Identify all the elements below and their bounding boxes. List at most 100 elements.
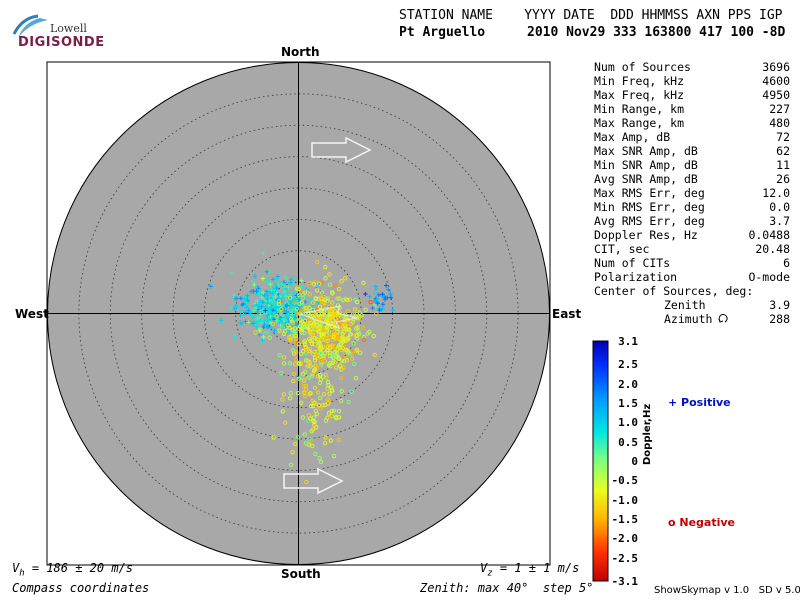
stat-value: 3696 [762,60,790,74]
velocity-arrow-south-icon [283,467,344,495]
positive-source-mark [257,328,262,333]
negative-source-mark [309,373,315,378]
vz-prefix: V [480,561,488,575]
negative-source-mark [277,328,282,333]
negative-source-mark [333,415,339,420]
negative-source-mark [315,390,321,395]
positive-source-mark [383,283,389,288]
negative-source-mark [309,403,314,409]
vz-sub: z [487,568,493,579]
negative-source-mark [322,302,327,307]
negative-source-mark [326,411,332,416]
stat-label: Min RMS Err, deg [594,200,705,214]
negative-source-mark [308,331,314,336]
stat-value: 4950 [762,88,790,102]
negative-source-mark [337,296,342,301]
positive-source-mark [279,311,284,316]
negative-source-mark [323,264,328,270]
negative-source-mark [332,343,337,349]
positive-source-mark [257,332,262,338]
negative-source-mark [335,336,340,341]
positive-source-mark [265,324,271,330]
negative-source-mark [305,358,310,364]
positive-source-mark [259,318,265,323]
negative-source-mark [321,353,326,359]
negative-source-mark [353,297,358,302]
negative-source-mark [312,358,318,363]
negative-source-mark [329,290,335,295]
positive-source-mark [272,328,277,333]
positive-source-mark [284,309,289,314]
negative-source-mark [296,286,301,291]
stat-label: Doppler Res, Hz [594,228,698,242]
positive-source-mark [260,276,266,281]
negative-source-mark [301,383,306,389]
negative-source-mark [337,286,342,292]
negative-source-mark [329,306,335,311]
negative-source-mark [311,403,316,409]
negative-source-mark [341,365,346,370]
negative-source-mark [341,359,346,364]
positive-source-mark [288,280,293,285]
colorbar-tick: 2.0 [618,377,638,391]
positive-source-mark [252,274,258,279]
positive-source-mark [286,317,291,322]
negative-source-mark [317,380,323,386]
stat-label: Avg SNR Amp, dB [594,172,698,186]
negative-source-mark [313,326,318,331]
positive-source-mark [380,302,386,307]
negative-source-mark [346,327,352,332]
azimuth-arc-icon [718,314,728,323]
negative-source-mark [277,301,282,307]
negative-source-mark [274,314,279,319]
positive-source-mark [263,308,268,313]
negative-source-mark [283,420,288,425]
positive-source-mark [277,320,283,325]
positive-source-mark [251,321,256,326]
positive-source-mark [238,312,243,318]
positive-source-mark [245,293,250,299]
negative-source-mark [339,279,344,284]
negative-source-mark [319,362,324,367]
station-name: Pt Arguello [399,25,486,40]
negative-source-mark [291,378,296,384]
negative-source-mark [295,390,300,396]
negative-source-mark [332,308,337,314]
negative-source-mark [330,360,336,366]
negative-source-mark [281,392,286,397]
stat-value: 480 [769,116,790,130]
negative-source-mark [307,292,313,297]
negative-source-mark [325,296,330,301]
negative-source-mark [297,284,302,289]
positive-source-mark [273,294,278,300]
negative-source-mark [372,352,377,358]
positive-source-mark [388,291,393,297]
negative-source-mark [329,343,335,348]
positive-source-mark [263,313,268,319]
stat-label: Min SNR Amp, dB [594,158,698,172]
negative-source-mark [314,336,319,342]
positive-source-mark [267,308,273,314]
negative-source-mark [290,450,295,455]
negative-source-mark [323,276,328,281]
vertical-velocity: Vz = 1 ± 1 m/s [480,561,579,578]
negative-source-mark [327,350,332,355]
stat-value: 72 [776,130,790,144]
negative-source-mark [325,345,330,350]
negative-source-mark [295,435,301,440]
stat-label: Polarization [594,270,678,284]
negative-source-mark [270,321,276,327]
negative-source-mark [338,327,343,332]
positive-source-mark [274,290,279,295]
center-azimuth-label: Azimuth [664,312,713,326]
negative-source-mark [301,378,307,383]
negative-source-mark [330,337,335,342]
negative-source-mark [344,347,350,353]
negative-source-mark [346,337,351,342]
negative-source-mark [327,335,332,340]
negative-source-mark [279,370,284,376]
negative-source-mark [312,279,317,285]
positive-source-mark [262,293,267,298]
positive-source-mark [259,295,264,300]
negative-source-mark [321,392,327,397]
